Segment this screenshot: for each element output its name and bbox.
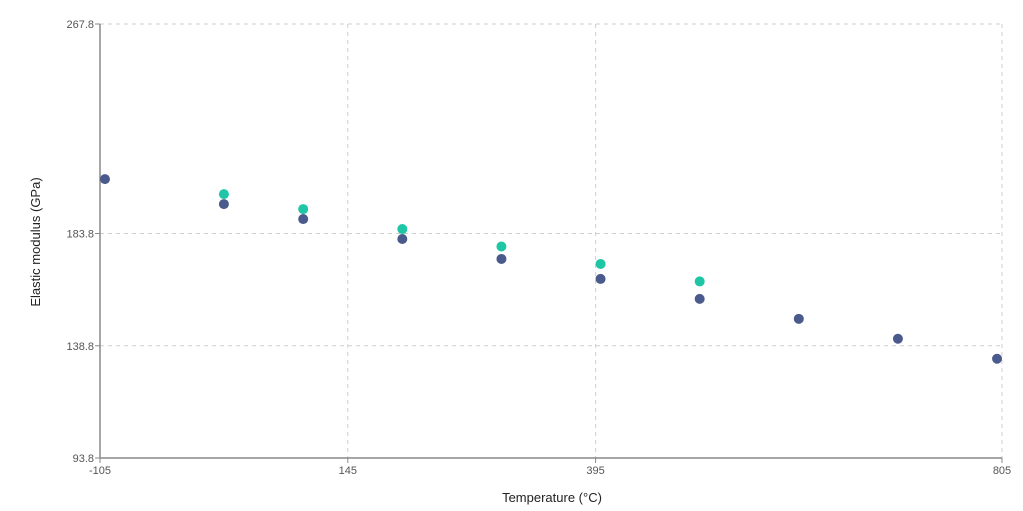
scatter-point-series-1[interactable] [218, 199, 229, 210]
scatter-point-series-2[interactable] [496, 241, 507, 252]
grid [99, 23, 1003, 459]
y-tick-label: 138.8 [66, 341, 94, 353]
scatter-point-series-1[interactable] [99, 174, 110, 185]
scatter-point-series-1[interactable] [793, 313, 804, 324]
data-points [99, 174, 1003, 364]
scatter-point-series-2[interactable] [218, 189, 229, 200]
scatter-point-series-2[interactable] [298, 204, 309, 215]
scatter-point-series-1[interactable] [992, 353, 1003, 364]
scatter-point-series-1[interactable] [595, 273, 606, 284]
scatter-point-series-1[interactable] [496, 253, 507, 264]
scatter-point-series-1[interactable] [298, 214, 309, 225]
tick-labels: -105 145 395 805 93.8 138.8 183.8 267.8 [66, 19, 1011, 477]
y-tick-label: 267.8 [66, 19, 94, 31]
y-tick-label: 93.8 [73, 453, 94, 465]
scatter-point-series-1[interactable] [892, 333, 903, 344]
y-tick-label: 183.8 [66, 229, 94, 241]
y-axis-title: Elastic modulus (GPa) [28, 177, 43, 306]
scatter-point-series-2[interactable] [694, 276, 705, 287]
x-tick-label: -105 [89, 465, 111, 477]
scatter-point-series-1[interactable] [694, 293, 705, 304]
x-axis-title: Temperature (°C) [502, 490, 602, 505]
x-tick-label: 145 [339, 465, 357, 477]
x-tick-label: 395 [586, 465, 604, 477]
scatter-point-series-2[interactable] [595, 258, 606, 269]
axes [95, 23, 1003, 463]
scatter-point-series-2[interactable] [397, 224, 408, 235]
scatter-point-series-1[interactable] [397, 234, 408, 245]
x-tick-label: 805 [993, 465, 1011, 477]
